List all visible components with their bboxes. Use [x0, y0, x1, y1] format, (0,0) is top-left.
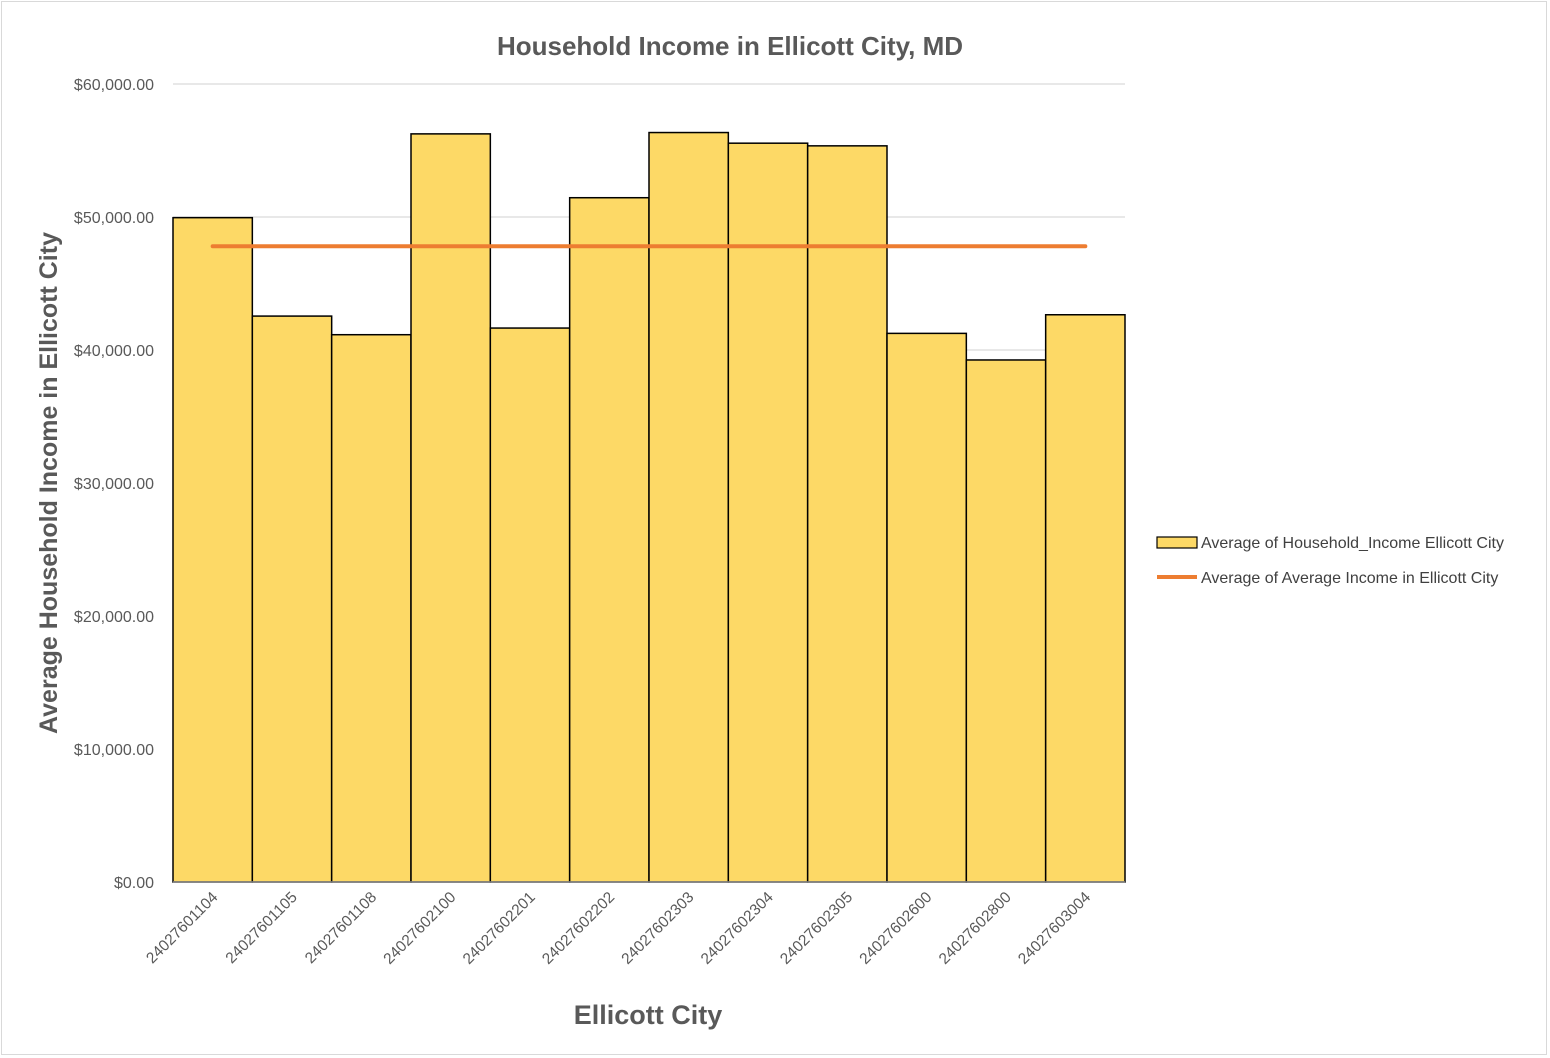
bar: [330, 333, 412, 883]
y-tick-label: $40,000.00: [74, 343, 154, 360]
x-tick-label: 24027602100: [380, 889, 459, 968]
y-tick-label: $60,000.00: [74, 77, 154, 94]
legend-swatch-bar: [1156, 536, 1198, 549]
bars: [172, 131, 1126, 883]
y-tick-label: $30,000.00: [74, 476, 154, 493]
bar: [648, 131, 730, 883]
bar: [489, 327, 571, 883]
x-tick-label: 24027602800: [936, 889, 1015, 968]
chart-title: Household Income in Ellicott City, MD: [497, 31, 963, 61]
y-axis-label: Average Household Income in Ellicott Cit…: [35, 232, 63, 734]
x-tick-label: 24027602303: [618, 889, 697, 968]
x-tick-label: 24027602304: [698, 889, 777, 968]
bar: [806, 145, 888, 883]
x-tick-label: 24027601105: [223, 889, 301, 967]
y-tick-label: $10,000.00: [74, 742, 154, 759]
x-tick-label: 24027602600: [856, 889, 935, 968]
bar: [251, 315, 333, 883]
y-tick-label: $0.00: [114, 875, 154, 892]
x-tick-label: 24027602201: [460, 889, 539, 968]
legend: Average of Household_Income Ellicott Cit…: [1156, 535, 1504, 587]
y-tick-label: $20,000.00: [74, 609, 154, 626]
bar: [1044, 314, 1126, 883]
x-tick-label: 24027601104: [143, 889, 222, 968]
legend-label-line: Average of Average Income in Ellicott Ci…: [1201, 570, 1498, 587]
legend-label-bar: Average of Household_Income Ellicott Cit…: [1201, 535, 1504, 552]
bar: [965, 359, 1047, 883]
y-axis-ticks: $0.00 $10,000.00 $20,000.00 $30,000.00 $40,0…: [74, 77, 154, 892]
bar: [727, 142, 809, 883]
x-axis-ticks: 24027601104 24027601105 24027601108 2402760…: [143, 889, 1094, 968]
x-tick-label: 24027602305: [777, 889, 856, 968]
bar: [172, 216, 254, 883]
bar: [886, 332, 968, 883]
x-tick-label: 24027601108: [302, 889, 380, 967]
x-tick-label: 24027603004: [1015, 889, 1094, 968]
y-tick-label: $50,000.00: [74, 210, 154, 227]
x-axis-label: Ellicott City: [574, 1000, 723, 1030]
x-tick-label: 24027602202: [539, 889, 618, 968]
bar: [568, 196, 650, 883]
